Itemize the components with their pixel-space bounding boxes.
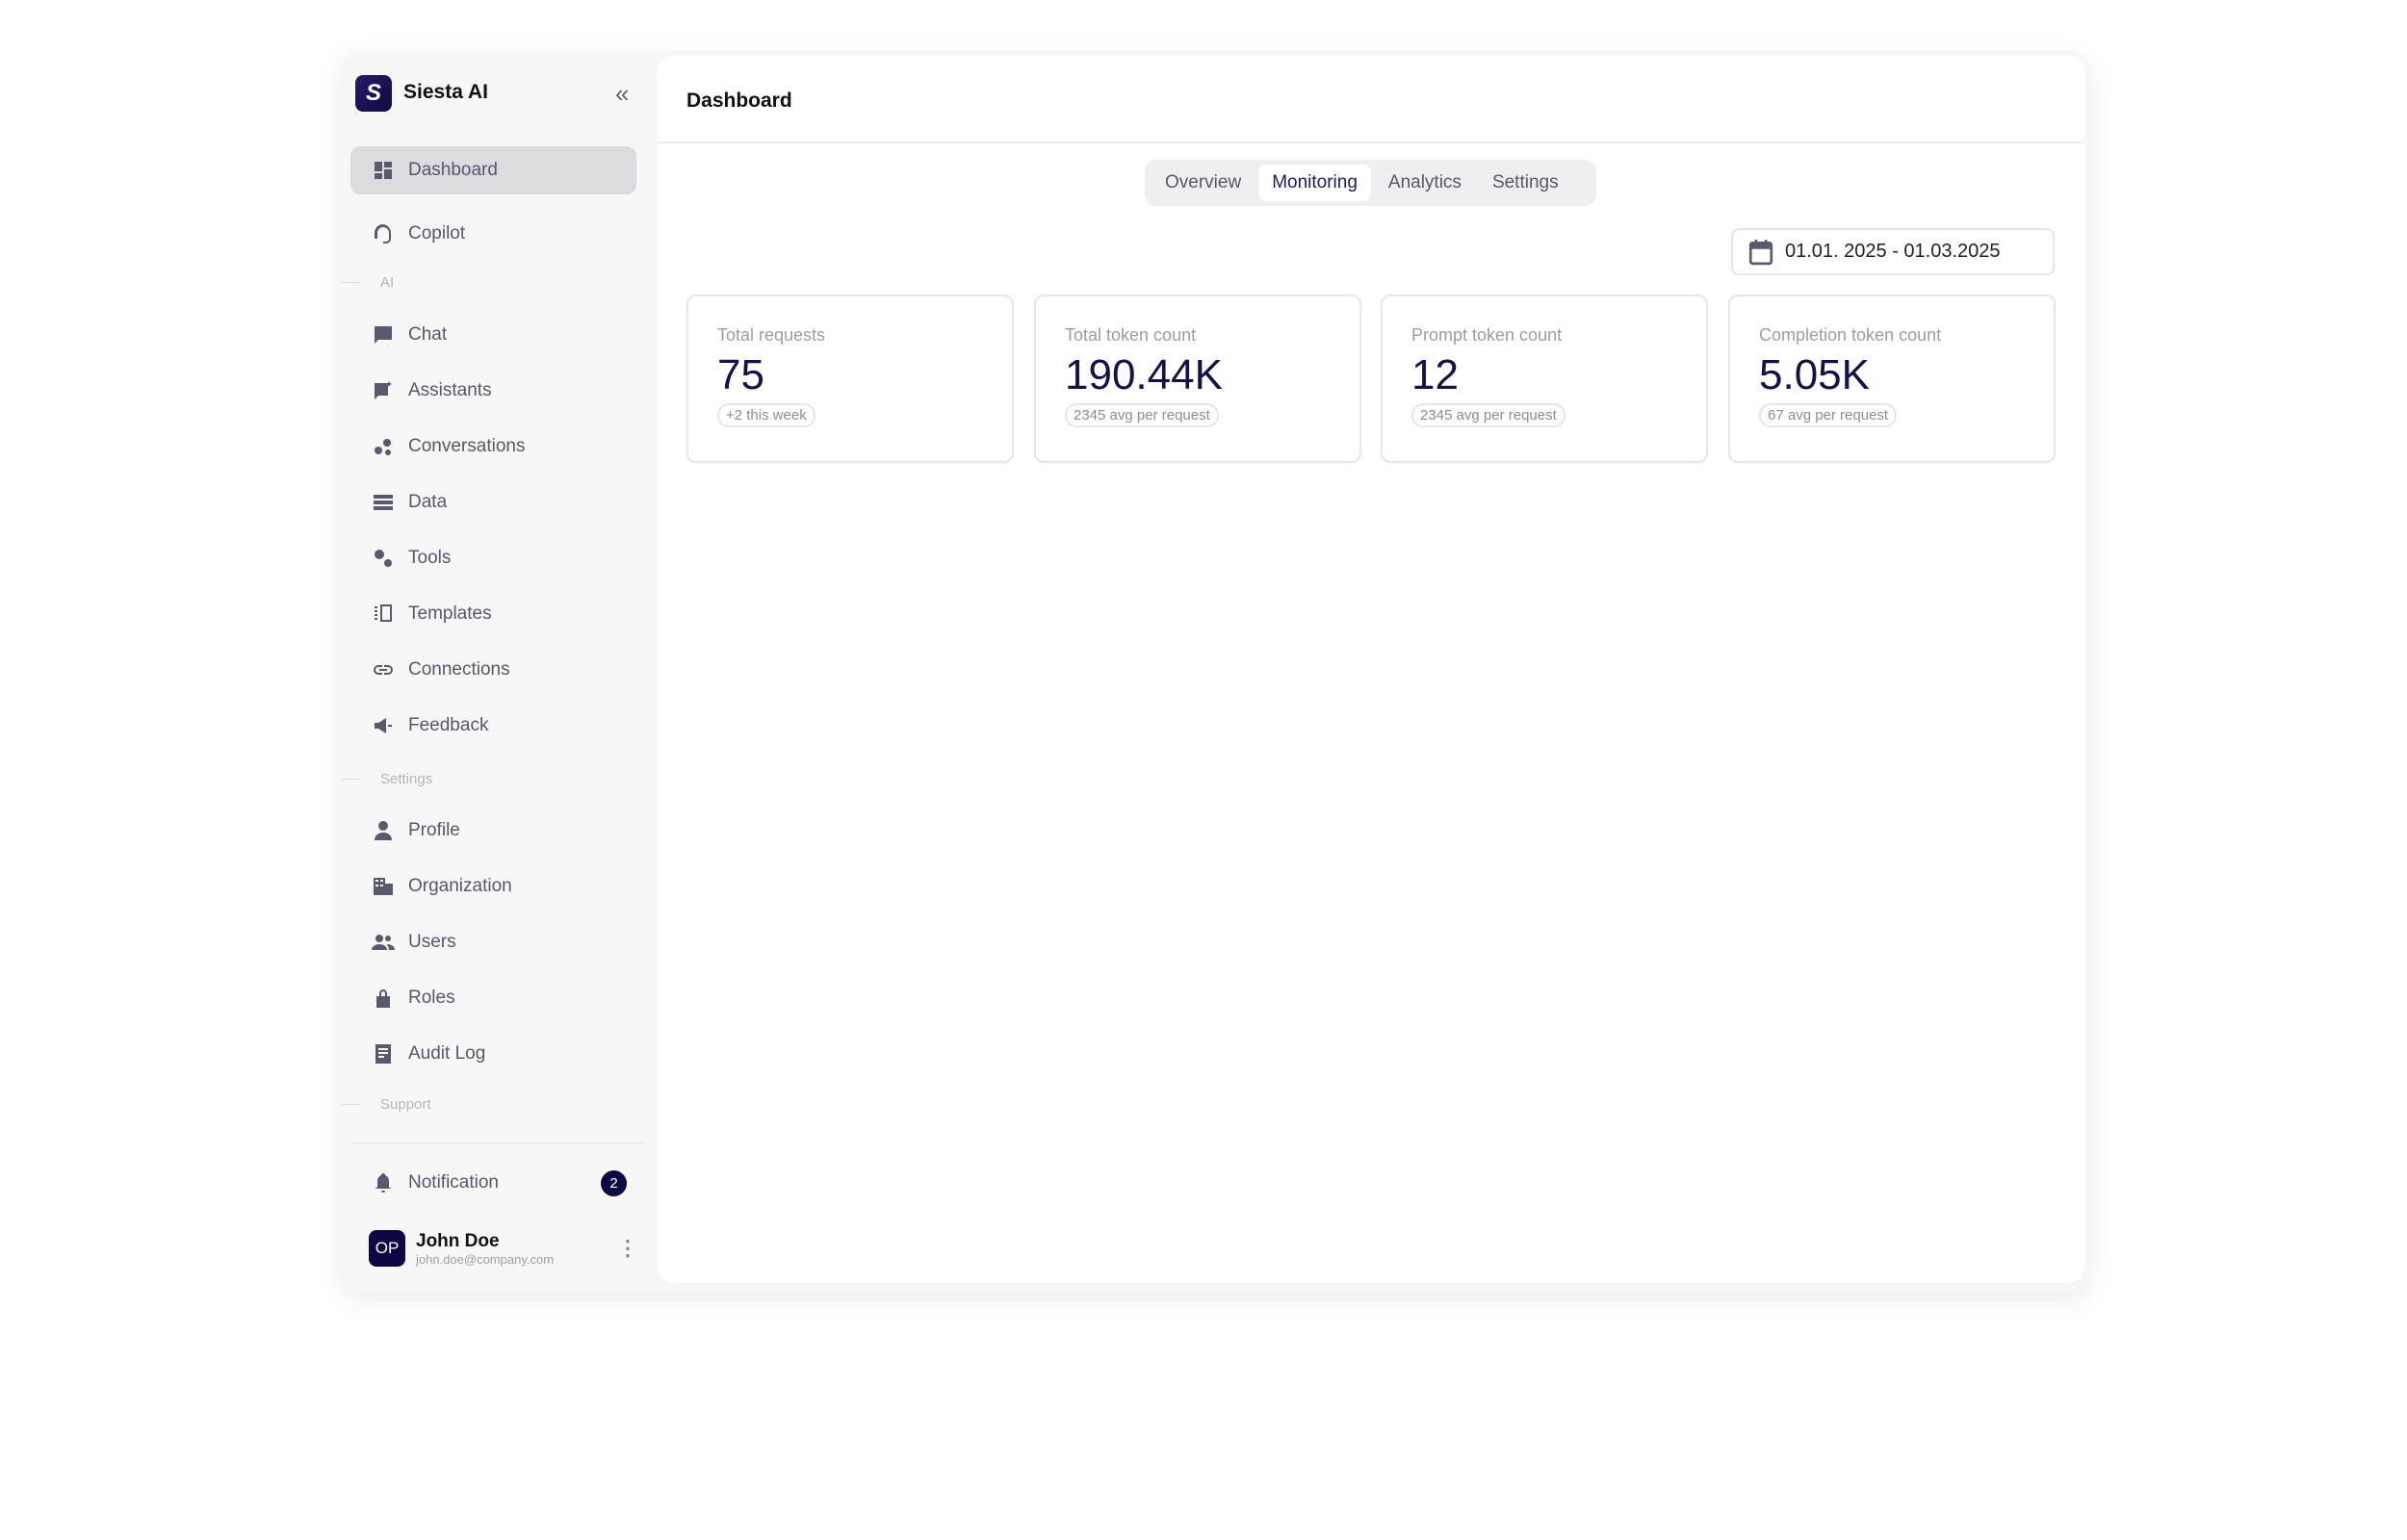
sidebar-item-label: Roles xyxy=(408,988,455,1008)
stat-card-total-token-count: Total token count 190.44K 2345 avg per req… xyxy=(1034,295,1361,463)
section-label: Support xyxy=(380,1096,431,1113)
person-icon xyxy=(375,821,392,840)
sidebar: S Siesta AI « Dashboard Copilot AI Chat … xyxy=(342,50,658,1292)
bell-icon xyxy=(375,1173,391,1193)
sidebar-item-label: Organization xyxy=(408,876,512,896)
section-ai: AI xyxy=(342,274,394,291)
user-email: john.doe@company.com xyxy=(416,1251,555,1267)
tab-analytics[interactable]: Analytics xyxy=(1387,172,1462,192)
sidebar-item-templates[interactable]: Templates xyxy=(350,590,636,638)
conversations-icon xyxy=(375,439,391,455)
main-panel: Dashboard Overview Monitoring Analytics … xyxy=(658,56,2084,1283)
sidebar-item-label: Copilot xyxy=(408,223,466,244)
sidebar-item-profile[interactable]: Profile xyxy=(350,807,636,855)
sidebar-item-label: Tools xyxy=(408,548,452,568)
card-label: Total token count xyxy=(1065,325,1197,345)
card-value: 75 xyxy=(717,351,764,398)
user-profile[interactable]: OP John Doe john.doe@company.com ⋮ xyxy=(369,1230,638,1267)
card-note: 2345 avg per request xyxy=(1065,403,1219,427)
tab-monitoring[interactable]: Monitoring xyxy=(1258,165,1371,201)
sidebar-item-label: Users xyxy=(408,932,456,952)
sidebar-item-label: Templates xyxy=(408,603,492,624)
brand-name: Siesta AI xyxy=(403,81,488,103)
sidebar-item-label: Assistants xyxy=(408,380,492,400)
card-value: 190.44K xyxy=(1065,351,1223,398)
tab-settings[interactable]: Settings xyxy=(1491,172,1559,192)
sidebar-item-copilot[interactable]: Copilot xyxy=(350,210,636,258)
link-icon xyxy=(374,665,393,675)
stat-card-completion-token-count: Completion token count 5.05K 67 avg per re… xyxy=(1728,295,2056,463)
sidebar-item-assistants[interactable]: Assistants xyxy=(350,367,636,415)
sidebar-item-label: Data xyxy=(408,492,448,512)
sidebar-item-connections[interactable]: Connections xyxy=(350,646,636,694)
sidebar-item-label: Conversations xyxy=(408,436,526,456)
date-range-picker[interactable]: 01.01. 2025 - 01.03.2025 xyxy=(1731,228,2055,275)
calendar-icon xyxy=(1748,239,1773,265)
logo: S xyxy=(355,75,392,112)
page-title: Dashboard xyxy=(686,90,792,112)
avatar: OP xyxy=(369,1230,405,1267)
sidebar-item-dashboard[interactable]: Dashboard xyxy=(350,146,636,194)
building-icon xyxy=(374,878,393,895)
sidebar-item-label: Dashboard xyxy=(408,160,498,180)
sidebar-item-organization[interactable]: Organization xyxy=(350,862,636,911)
sidebar-item-label: Profile xyxy=(408,820,460,840)
sidebar-item-notification[interactable]: Notification 2 xyxy=(350,1159,636,1207)
receipt-icon xyxy=(375,1044,391,1064)
lock-icon xyxy=(376,989,390,1008)
sidebar-item-tools[interactable]: Tools xyxy=(350,534,636,582)
card-label: Total requests xyxy=(717,325,826,345)
stat-card-total-requests: Total requests 75 +2 this week xyxy=(686,295,1014,463)
date-range-value: 01.01. 2025 - 01.03.2025 xyxy=(1785,241,2001,262)
data-icon xyxy=(374,495,393,510)
sidebar-item-label: Feedback xyxy=(408,715,489,735)
sidebar-item-conversations[interactable]: Conversations xyxy=(350,423,636,471)
users-icon xyxy=(372,935,395,950)
card-note: 67 avg per request xyxy=(1759,403,1898,427)
templates-icon xyxy=(375,604,392,622)
section-label: AI xyxy=(380,274,395,291)
sidebar-item-label: Connections xyxy=(408,659,510,680)
sidebar-item-feedback[interactable]: Feedback xyxy=(350,702,636,750)
sidebar-item-label: Chat xyxy=(408,324,448,345)
sidebar-item-label: Notification xyxy=(408,1172,499,1193)
header-divider xyxy=(658,141,2084,143)
card-label: Completion token count xyxy=(1759,325,1942,345)
tab-bar: Overview Monitoring Analytics Settings xyxy=(1145,160,1596,206)
gears-icon xyxy=(375,550,392,567)
sidebar-divider xyxy=(351,1142,645,1143)
sidebar-item-chat[interactable]: Chat xyxy=(350,311,636,359)
sidebar-item-roles[interactable]: Roles xyxy=(350,974,636,1022)
card-note: +2 this week xyxy=(717,403,815,427)
card-note: 2345 avg per request xyxy=(1411,403,1566,427)
tab-overview[interactable]: Overview xyxy=(1165,172,1242,192)
notification-badge: 2 xyxy=(601,1169,627,1196)
megaphone-icon xyxy=(375,718,392,733)
section-support: Support xyxy=(342,1096,431,1113)
section-settings: Settings xyxy=(342,771,432,787)
card-label: Prompt token count xyxy=(1411,325,1563,345)
card-value: 5.05K xyxy=(1759,351,1870,398)
assistant-icon xyxy=(375,381,392,399)
headset-icon xyxy=(375,224,391,244)
chat-icon xyxy=(375,326,392,344)
more-options-icon[interactable]: ⋮ xyxy=(617,1236,638,1260)
section-label: Settings xyxy=(380,771,433,787)
user-name: John Doe xyxy=(416,1230,500,1251)
dashboard-icon xyxy=(375,162,392,179)
sidebar-item-users[interactable]: Users xyxy=(350,918,636,966)
sidebar-item-audit-log[interactable]: Audit Log xyxy=(350,1030,636,1078)
sidebar-item-label: Audit Log xyxy=(408,1043,486,1064)
collapse-sidebar-icon[interactable]: « xyxy=(615,79,630,108)
stat-card-prompt-token-count: Prompt token count 12 2345 avg per request xyxy=(1381,295,1708,463)
card-value: 12 xyxy=(1411,351,1459,398)
sidebar-item-data[interactable]: Data xyxy=(350,478,636,526)
